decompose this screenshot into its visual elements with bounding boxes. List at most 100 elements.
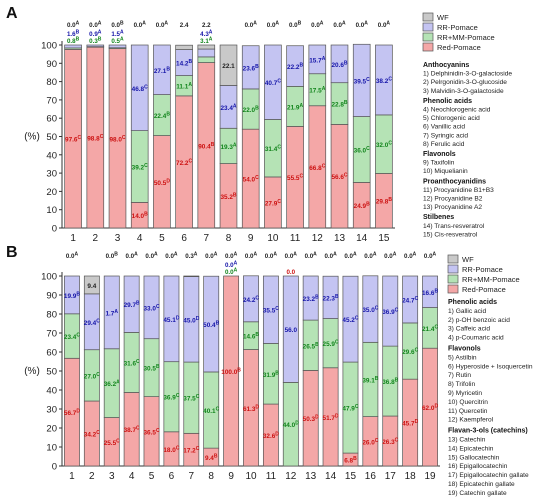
data-label-wf: 0.0A — [378, 21, 391, 30]
y-tick-label: 0 — [52, 224, 57, 235]
significance-letter: B — [375, 376, 379, 382]
annotation-heading: Stilbenes — [423, 214, 454, 221]
x-tick-label: 2 — [93, 233, 99, 244]
data-label-red-pomace: 27.9C — [265, 199, 281, 208]
annotation-item: 11) Quercetin — [448, 408, 488, 415]
data-label-rr-pomace: 35.5C — [263, 306, 279, 315]
data-label-rr-mm-pomace: 39.2C — [132, 163, 148, 172]
panel-label-b: B — [6, 244, 18, 261]
significance-letter: D — [335, 413, 339, 419]
significance-letter: B — [144, 212, 148, 218]
legend-swatch — [447, 274, 459, 284]
data-label-red-pomace: 32.6D — [263, 432, 279, 441]
data-label-wf: 0.0A — [333, 21, 346, 30]
significance-letter: A — [253, 21, 257, 27]
annotation-item: 4) p-Coumaric acid — [448, 335, 504, 342]
data-label-rr-mm-pomace: 25.9C — [323, 340, 339, 349]
data-label-wf: 0.0B — [106, 252, 119, 261]
bar-segment-rr-pomace — [262, 275, 279, 344]
x-tick-label: 17 — [385, 471, 397, 482]
y-tick-label: 100 — [41, 41, 57, 52]
significance-letter: A — [98, 29, 102, 35]
y-tick-label: 10 — [46, 443, 57, 454]
annotation-item: 4) Neochlorogenic acid — [423, 107, 491, 114]
significance-letter: B — [255, 64, 259, 70]
data-label-rr-mm-pomace: 30.5B — [143, 364, 159, 373]
x-tick-label: 9 — [248, 233, 254, 244]
significance-letter: A — [209, 37, 213, 43]
significance-letter: B — [255, 332, 259, 338]
data-label-red-pomace: 34.2C — [84, 430, 100, 439]
data-label-rr-pomace: 45.2C — [342, 316, 358, 325]
annotation-item: 9) Myricetin — [448, 390, 482, 397]
data-label-wf: 0.0A — [66, 252, 79, 261]
significance-letter: C — [216, 407, 220, 413]
data-label-rr-mm-pomace: 27.0C — [84, 372, 100, 381]
annotation-item: 19) Catechin gallate — [448, 490, 507, 497]
x-tick-label: 12 — [312, 233, 324, 244]
legend-label: RR+MM-Pomace — [462, 275, 520, 284]
significance-letter: B — [156, 364, 160, 370]
annotation-item: 3) Malvidin-3-O-galactoside — [423, 88, 504, 95]
significance-letter: A — [320, 21, 324, 27]
significance-letter: A — [98, 21, 102, 27]
legend-swatch — [422, 22, 434, 32]
significance-letter: A — [253, 252, 257, 258]
data-label-rr-pomace: 56.0 — [285, 327, 298, 334]
data-label-red-pomace: 14.0B — [132, 212, 148, 221]
significance-letter: C — [395, 438, 399, 444]
annotation-item: 2) p-OH benzoic acid — [448, 317, 510, 324]
significance-letter: C — [96, 372, 100, 378]
data-label-rr-pomace: 50.4B — [203, 321, 219, 330]
data-label-wf: 22.1 — [222, 63, 235, 70]
significance-letter: D — [196, 316, 200, 322]
data-label-rr-pomace: 45.1D — [163, 315, 179, 324]
legend-swatch — [447, 254, 459, 264]
significance-letter: A — [273, 252, 277, 258]
data-label-red-pomace: 50.3D — [303, 415, 319, 424]
data-label-red-pomace: 0.0 — [286, 269, 295, 276]
annotation-item: 1) Delphinidin-3-O-galactoside — [423, 71, 512, 78]
significance-letter: A — [333, 252, 337, 258]
data-label-wf: 0.0A — [126, 252, 139, 261]
significance-letter: B — [136, 301, 140, 307]
data-label-wf: 0.0A — [156, 21, 169, 30]
significance-letter: C — [196, 394, 200, 400]
data-label-rr-mm-pomace: 36.9C — [163, 393, 179, 402]
data-label-red-pomace: 24.9B — [354, 202, 370, 211]
y-tick-label: 10 — [46, 205, 57, 216]
significance-letter: B — [76, 37, 80, 43]
data-label-rr-pomace: 4.3A — [200, 29, 213, 38]
data-label-wf: 2.2 — [202, 22, 211, 29]
significance-letter: B — [298, 21, 302, 27]
significance-letter: A — [342, 21, 346, 27]
significance-letter: C — [344, 173, 348, 179]
significance-letter: C — [395, 308, 399, 314]
significance-letter: C — [156, 428, 160, 434]
data-label-rr-mm-pomace: 17.5A — [309, 86, 325, 95]
x-tick-label: 4 — [137, 233, 143, 244]
bar-segment-rr-pomace — [143, 275, 160, 340]
significance-letter: A — [214, 252, 218, 258]
significance-letter: B — [114, 252, 118, 258]
y-axis-label: (%) — [24, 366, 40, 377]
data-label-red-pomace: 90.4B — [198, 142, 214, 151]
significance-letter: B — [366, 202, 370, 208]
annotation-item: 5) Chlorogenic acid — [423, 115, 480, 122]
significance-letter: D — [275, 432, 279, 438]
data-label-rr-mm-pomace: 31.4C — [265, 145, 281, 154]
significance-letter: C — [355, 404, 359, 410]
annotation-heading: Phenolic acids — [423, 98, 472, 105]
data-label-rr-mm-pomace: 40.1C — [203, 407, 219, 416]
significance-letter: A — [76, 21, 80, 27]
significance-letter: B — [98, 37, 102, 43]
x-tick-label: 13 — [305, 471, 317, 482]
x-tick-label: 5 — [159, 233, 165, 244]
data-label-rr-pomace: 1.5A — [111, 29, 124, 38]
data-label-rr-pomace: 22.3B — [323, 294, 339, 303]
significance-letter: A — [120, 29, 124, 35]
x-tick-label: 2 — [89, 471, 95, 482]
data-label-rr-mm-pomace: 26.5B — [303, 342, 319, 351]
data-label-rr-pomace: 24.7C — [402, 296, 418, 305]
y-tick-label: 90 — [46, 59, 57, 70]
